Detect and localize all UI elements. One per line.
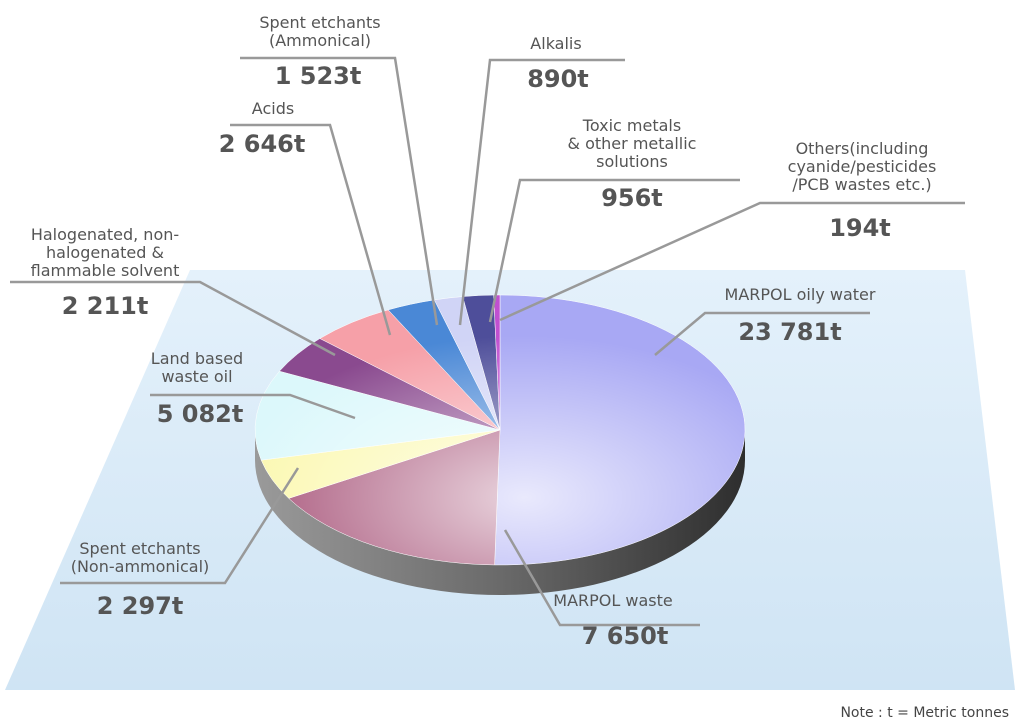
leader-line — [458, 58, 625, 326]
category-label: Spent etchants (Ammonical) — [259, 13, 381, 50]
note: Note : t = Metric tonnes — [840, 705, 1009, 721]
leader-lines — [10, 56, 965, 627]
leader-line — [230, 123, 392, 336]
value-label: 956t — [601, 184, 663, 212]
value-label: 194t — [829, 214, 891, 242]
category-label: Toxic metals & other metallic solutions — [567, 116, 697, 171]
value-label: 890t — [527, 65, 589, 93]
leader-line — [60, 467, 300, 585]
value-label: 1 523t — [274, 62, 362, 90]
leader-line — [503, 529, 700, 627]
value-label: 2 211t — [61, 292, 149, 320]
category-label: MARPOL waste — [553, 591, 673, 610]
leader-line — [240, 56, 439, 326]
category-label: Alkalis — [530, 34, 582, 53]
leader-line — [10, 280, 336, 357]
leader-line — [499, 201, 965, 322]
category-label: Others(including cyanide/pesticides /PCB… — [787, 139, 937, 194]
category-label: MARPOL oily water — [724, 285, 876, 304]
value-label: 2 646t — [218, 130, 306, 158]
leader-line — [488, 178, 740, 323]
category-label: Spent etchants (Non-ammonical) — [70, 539, 210, 576]
value-label: 5 082t — [156, 400, 244, 428]
leader-line — [654, 311, 870, 356]
category-label: Acids — [251, 99, 295, 118]
category-label: Halogenated, non- halogenated & flammabl… — [30, 225, 180, 280]
leader-line — [150, 393, 356, 420]
value-label: 7 650t — [581, 622, 669, 650]
value-label: 2 297t — [96, 592, 184, 620]
category-label: Land based waste oil — [150, 349, 244, 386]
value-label: 23 781t — [738, 318, 842, 346]
